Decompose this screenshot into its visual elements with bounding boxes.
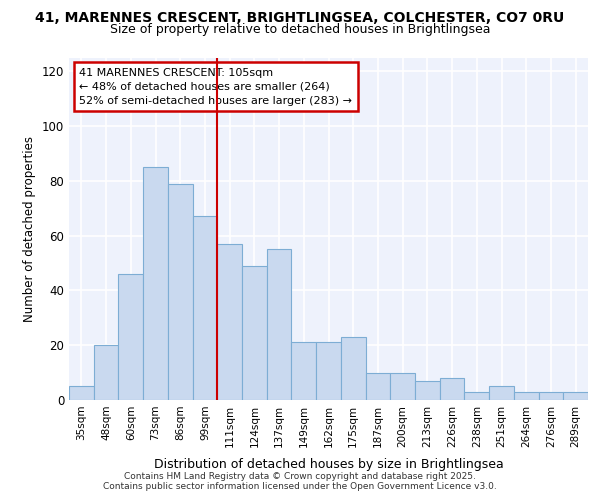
- Bar: [489, 386, 514, 400]
- Bar: [341, 337, 365, 400]
- Text: Size of property relative to detached houses in Brightlingsea: Size of property relative to detached ho…: [110, 22, 490, 36]
- Text: Contains HM Land Registry data © Crown copyright and database right 2025.: Contains HM Land Registry data © Crown c…: [124, 472, 476, 481]
- Bar: [514, 392, 539, 400]
- Text: 41 MARENNES CRESCENT: 105sqm
← 48% of detached houses are smaller (264)
52% of s: 41 MARENNES CRESCENT: 105sqm ← 48% of de…: [79, 68, 352, 106]
- Bar: [464, 392, 489, 400]
- Bar: [440, 378, 464, 400]
- Bar: [267, 250, 292, 400]
- Bar: [193, 216, 217, 400]
- Bar: [168, 184, 193, 400]
- Bar: [242, 266, 267, 400]
- Bar: [539, 392, 563, 400]
- Bar: [292, 342, 316, 400]
- Bar: [316, 342, 341, 400]
- Bar: [118, 274, 143, 400]
- X-axis label: Distribution of detached houses by size in Brightlingsea: Distribution of detached houses by size …: [154, 458, 503, 471]
- Bar: [94, 345, 118, 400]
- Bar: [390, 372, 415, 400]
- Bar: [143, 167, 168, 400]
- Text: Contains public sector information licensed under the Open Government Licence v3: Contains public sector information licen…: [103, 482, 497, 491]
- Bar: [69, 386, 94, 400]
- Text: 41, MARENNES CRESCENT, BRIGHTLINGSEA, COLCHESTER, CO7 0RU: 41, MARENNES CRESCENT, BRIGHTLINGSEA, CO…: [35, 11, 565, 25]
- Bar: [365, 372, 390, 400]
- Bar: [563, 392, 588, 400]
- Bar: [415, 381, 440, 400]
- Y-axis label: Number of detached properties: Number of detached properties: [23, 136, 36, 322]
- Bar: [217, 244, 242, 400]
